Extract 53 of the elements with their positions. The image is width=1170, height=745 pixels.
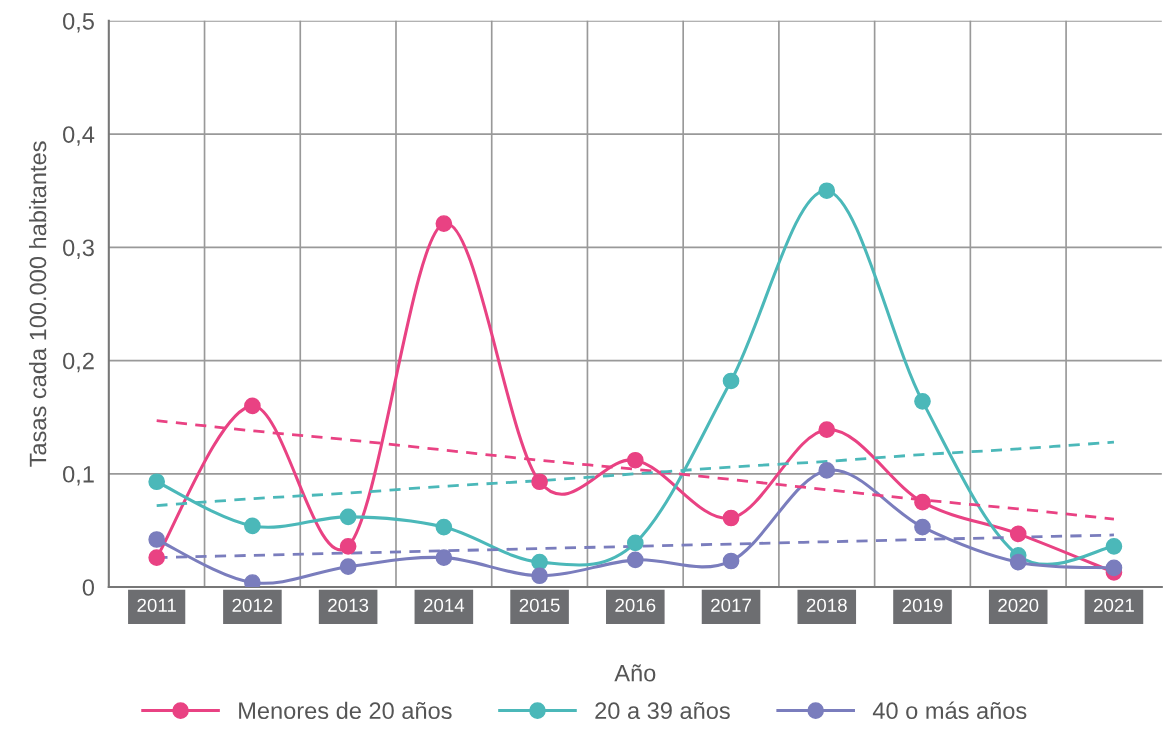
point xyxy=(914,493,931,511)
point xyxy=(914,393,931,410)
x-tick-label: 2018 xyxy=(806,598,847,612)
x-tick-label: 2013 xyxy=(328,598,369,612)
point xyxy=(722,552,740,570)
legend-label: 40 o más años xyxy=(872,701,1027,720)
y-tick-label: 0,1 xyxy=(63,465,94,486)
point xyxy=(818,421,836,438)
x-tick-label: 2017 xyxy=(711,598,751,612)
x-tick-label: 2016 xyxy=(615,598,656,612)
point xyxy=(1009,553,1027,571)
point xyxy=(339,508,357,526)
point xyxy=(339,537,357,555)
point xyxy=(818,182,836,200)
point xyxy=(244,397,261,415)
x-tick-label: 2012 xyxy=(232,598,273,612)
y-tick-label: 0,3 xyxy=(63,239,94,259)
point xyxy=(914,518,931,536)
point xyxy=(1009,525,1027,543)
point xyxy=(626,551,644,569)
point xyxy=(1105,537,1123,555)
point xyxy=(148,531,166,548)
point xyxy=(722,372,740,390)
x-tick-label: 2014 xyxy=(423,598,465,612)
point xyxy=(626,451,644,469)
x-tick-label: 2021 xyxy=(1094,598,1134,612)
point xyxy=(339,558,357,576)
point xyxy=(531,553,548,571)
point xyxy=(626,534,644,552)
x-axis-title: Año xyxy=(614,664,656,682)
legend-label: 20 a 39 años xyxy=(595,701,730,720)
point xyxy=(818,462,836,479)
point xyxy=(531,473,548,491)
y-tick-label: 0,5 xyxy=(63,12,94,33)
point xyxy=(435,215,453,232)
x-tick-label: 2011 xyxy=(137,598,176,612)
y-tick-label: 0,2 xyxy=(63,352,94,373)
y-axis-title: Tasas cada 100.000 habitantes xyxy=(28,141,47,467)
point xyxy=(244,574,261,588)
point xyxy=(148,473,166,491)
point xyxy=(435,549,453,566)
y-tick-label: 0,4 xyxy=(63,126,95,146)
x-tick-label: 2015 xyxy=(519,598,560,612)
point xyxy=(722,509,740,527)
point xyxy=(531,567,548,585)
legend-label: Menores de 20 años xyxy=(239,701,452,720)
point xyxy=(148,549,166,566)
point xyxy=(244,517,261,535)
point xyxy=(435,518,453,536)
point xyxy=(1105,559,1123,577)
x-tick-label: 2020 xyxy=(998,598,1039,612)
x-tick-label: 2019 xyxy=(902,598,943,612)
y-tick-label: 0 xyxy=(82,579,94,596)
